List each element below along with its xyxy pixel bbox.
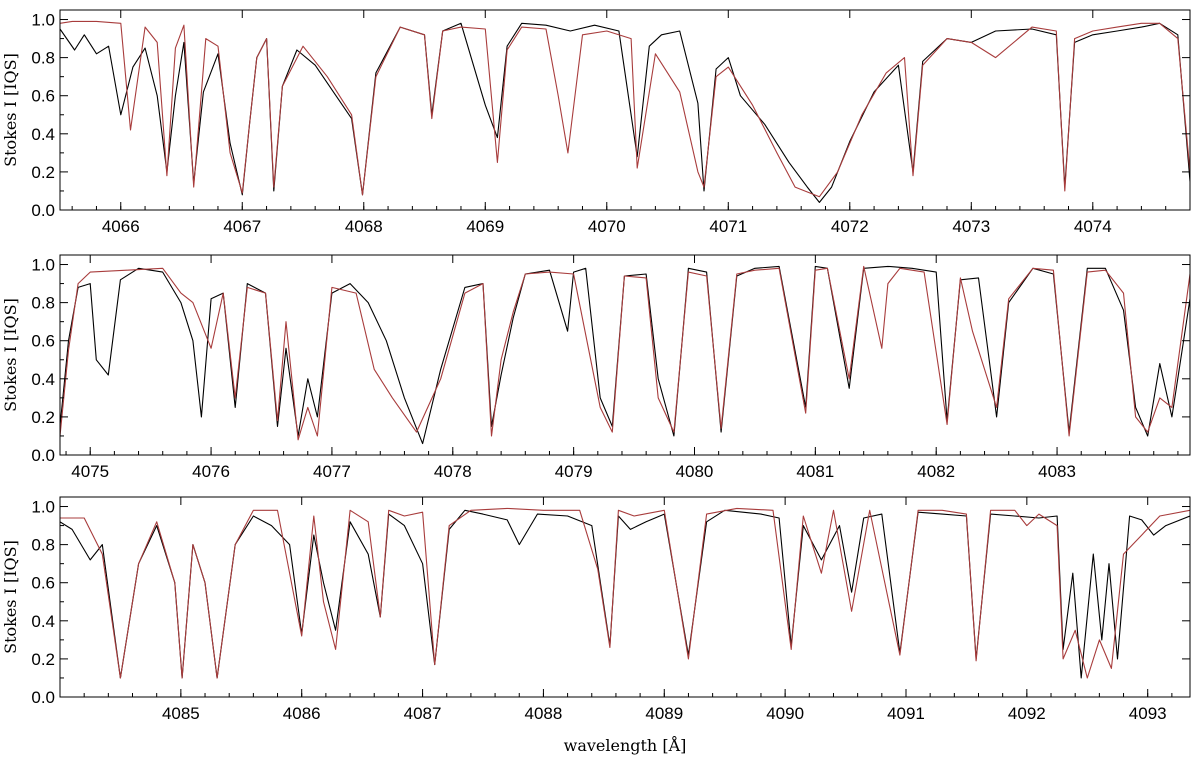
plot-frame — [59, 254, 1191, 456]
x-tick-label: 4093 — [1129, 704, 1167, 723]
y-tick-label: 0.0 — [31, 201, 55, 220]
x-tick-label: 4082 — [917, 462, 955, 481]
x-tick-label: 4068 — [345, 217, 383, 236]
panel-3: 4085 4086 4087 4088 4089 4090 4091 4092 4093 0.0 0… — [1, 496, 1191, 723]
x-tick-label: 4070 — [588, 217, 626, 236]
x-tick-label: 4080 — [676, 462, 714, 481]
y-tick-label: 0.0 — [31, 688, 55, 707]
x-axis-label: wavelength [Å] — [564, 735, 687, 755]
y-tick-label: 0.8 — [31, 536, 55, 555]
x-tick-label: 4088 — [525, 704, 563, 723]
x-tick-label: 4076 — [192, 462, 230, 481]
y-tick-label: 0.2 — [31, 163, 55, 182]
series-line-black — [60, 22, 1190, 203]
x-tick-label: 4091 — [887, 704, 925, 723]
x-tick-label: 4071 — [709, 217, 747, 236]
panel-2: 4075 4076 4077 4078 4079 4080 4081 4082 4083 0.0 0… — [1, 254, 1191, 481]
y-tick-label: 0.6 — [31, 332, 55, 351]
x-tick-label: 4069 — [466, 217, 504, 236]
x-tick-label: 4078 — [434, 462, 472, 481]
x-tick-label: 4085 — [162, 704, 200, 723]
y-tick-label: 0.4 — [31, 370, 55, 389]
y-axis-label: Stokes I [IQS] — [1, 53, 20, 167]
series-line-red — [60, 507, 1190, 679]
y-tick-label: 0.2 — [31, 408, 55, 427]
x-tick-label: 4092 — [1008, 704, 1046, 723]
x-tick-label: 4077 — [313, 462, 351, 481]
y-tick-label: 0.2 — [31, 650, 55, 669]
y-tick-label: 0.6 — [31, 87, 55, 106]
y-tick-label: 0.4 — [31, 125, 55, 144]
y-axis-label: Stokes I [IQS] — [1, 298, 20, 412]
series-line-black — [60, 509, 1190, 679]
x-tick-label: 4075 — [71, 462, 109, 481]
y-tick-label: 1.0 — [31, 256, 55, 275]
y-tick-label: 0.4 — [31, 612, 55, 631]
series-line-red — [60, 265, 1190, 441]
x-tick-label: 4067 — [223, 217, 261, 236]
x-tick-label: 4074 — [1074, 217, 1112, 236]
plot-frame — [59, 496, 1191, 698]
y-axis-label: Stokes I [IQS] — [1, 540, 20, 654]
x-tick-label: 4066 — [102, 217, 140, 236]
y-tick-label: 0.6 — [31, 574, 55, 593]
series-line-red — [60, 20, 1190, 198]
x-tick-label: 4081 — [796, 462, 834, 481]
x-tick-label: 4089 — [645, 704, 683, 723]
x-tick-label: 4083 — [1038, 462, 1076, 481]
plot-frame — [59, 9, 1191, 211]
x-tick-label: 4090 — [766, 704, 804, 723]
x-tick-label: 4079 — [555, 462, 593, 481]
panel-1: 4066 4067 4068 4069 4070 4071 4072 4073 4074 0.0 0… — [1, 9, 1191, 236]
x-tick-label: 4073 — [952, 217, 990, 236]
y-tick-label: 0.8 — [31, 49, 55, 68]
x-tick-label: 4072 — [831, 217, 869, 236]
y-tick-label: 1.0 — [31, 498, 55, 517]
series-line-black — [60, 265, 1190, 445]
x-tick-label: 4086 — [283, 704, 321, 723]
y-tick-label: 0.0 — [31, 446, 55, 465]
y-tick-label: 0.8 — [31, 294, 55, 313]
y-tick-label: 1.0 — [31, 11, 55, 30]
x-tick-label: 4087 — [404, 704, 442, 723]
